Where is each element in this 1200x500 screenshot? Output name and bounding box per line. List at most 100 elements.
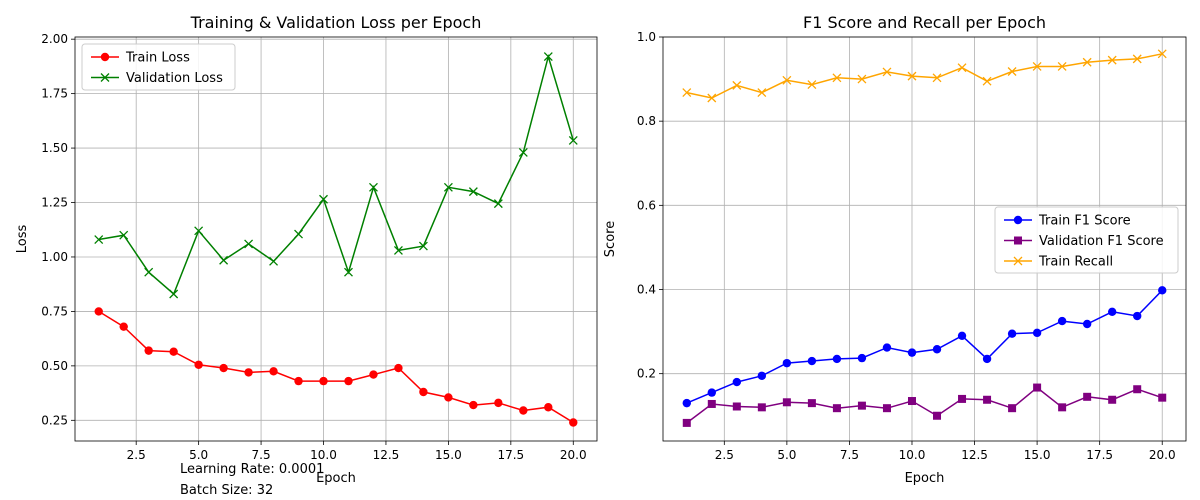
data-point [493, 199, 503, 209]
axes-frame [74, 36, 598, 442]
data-point [832, 73, 842, 83]
y-tick-label: 0.8 [637, 114, 656, 128]
data-point [957, 63, 967, 73]
x-axis-label: Epoch [905, 471, 945, 486]
data-point [1107, 55, 1117, 65]
data-point [1158, 393, 1167, 402]
x-tick-label: 2.5 [127, 448, 146, 462]
data-point [1057, 316, 1067, 326]
data-point [119, 322, 128, 331]
data-point [543, 52, 553, 62]
x-tick-label: 17.5 [497, 448, 524, 462]
data-point [294, 376, 303, 386]
data-point [832, 404, 841, 413]
data-point [144, 267, 154, 277]
data-point [857, 401, 866, 410]
data-point [519, 406, 528, 415]
x-tick-label: 15.0 [435, 448, 462, 462]
x-tick-label: 12.5 [373, 448, 400, 462]
y-tick-label: 0.4 [637, 283, 656, 297]
data-point [1082, 319, 1092, 329]
data-point [757, 371, 767, 380]
x-tick-label: 17.5 [1086, 448, 1113, 462]
data-point [1057, 61, 1067, 71]
data-point [882, 67, 892, 77]
legend-label: Validation F1 Score [1039, 234, 1164, 249]
x-tick-label: 5.0 [777, 448, 796, 462]
learning-rate-note: Learning Rate: 0.0001 [180, 462, 325, 477]
data-point [757, 88, 767, 98]
data-point [394, 363, 403, 373]
data-point [983, 395, 992, 404]
series-line-3 [686, 53, 1163, 99]
data-point [782, 75, 792, 85]
data-point [469, 400, 478, 410]
y-tick-label: 0.75 [41, 304, 68, 318]
x-tick-label: 10.0 [899, 448, 926, 462]
data-point [194, 226, 204, 236]
y-tick-label: 1.50 [41, 141, 68, 155]
data-point [444, 393, 453, 402]
x-tick-label: 5.0 [189, 448, 208, 462]
data-point [369, 182, 378, 192]
data-point [1158, 286, 1167, 295]
data-point [269, 256, 279, 266]
axes-frame [662, 36, 1187, 442]
data-point [1083, 392, 1092, 401]
data-point [782, 398, 791, 407]
data-point [1007, 67, 1017, 76]
data-point [219, 255, 229, 265]
series-line-1 [686, 289, 1163, 404]
data-point [982, 76, 992, 86]
data-point [932, 345, 942, 354]
y-tick-label: 1.0 [637, 30, 656, 44]
data-point [933, 411, 942, 420]
data-point [94, 235, 104, 245]
data-point [982, 354, 992, 364]
data-point [1082, 57, 1092, 67]
data-point [732, 377, 742, 387]
y-axis-label: Loss [15, 225, 30, 254]
x-tick-label: 7.5 [840, 448, 859, 462]
data-point [757, 403, 766, 412]
data-point [1107, 307, 1117, 317]
data-point [958, 394, 967, 403]
data-point [344, 267, 353, 277]
data-point [244, 239, 254, 249]
data-point [1058, 403, 1067, 412]
data-point [244, 368, 253, 377]
x-tick-label: 20.0 [560, 448, 587, 462]
legend-marker [1013, 215, 1023, 225]
data-point [119, 230, 129, 240]
x-tick-label: 10.0 [310, 448, 337, 462]
data-point [707, 93, 717, 103]
data-point [569, 418, 578, 427]
x-tick-label: 2.5 [715, 448, 734, 462]
y-tick-label: 1.00 [41, 250, 68, 264]
data-point [957, 331, 967, 340]
legend-label: Validation Loss [126, 71, 223, 86]
data-point [1007, 329, 1017, 338]
data-point [94, 307, 103, 316]
data-point [369, 370, 378, 379]
data-point [344, 376, 353, 386]
data-point [418, 241, 428, 251]
data-point [682, 88, 692, 98]
series-line-2 [686, 386, 1163, 424]
data-point [468, 187, 478, 197]
data-point [807, 399, 816, 408]
y-tick-label: 0.6 [637, 198, 656, 212]
data-point [269, 367, 278, 376]
x-tick-label: 20.0 [1149, 448, 1176, 462]
y-tick-label: 1.75 [41, 87, 68, 101]
data-point [782, 358, 792, 368]
chart-panel-1: 2.5 5.0 7.5 10.0 12.5 15.0 17.5 20.0 0.25 0.50 0.7… [15, 13, 598, 486]
data-point [807, 80, 817, 90]
data-point [169, 289, 179, 299]
x-tick-label: 15.0 [1024, 448, 1051, 462]
data-point [393, 245, 403, 255]
data-point [707, 388, 716, 397]
data-point [907, 348, 917, 357]
legend-marker [1013, 256, 1023, 266]
